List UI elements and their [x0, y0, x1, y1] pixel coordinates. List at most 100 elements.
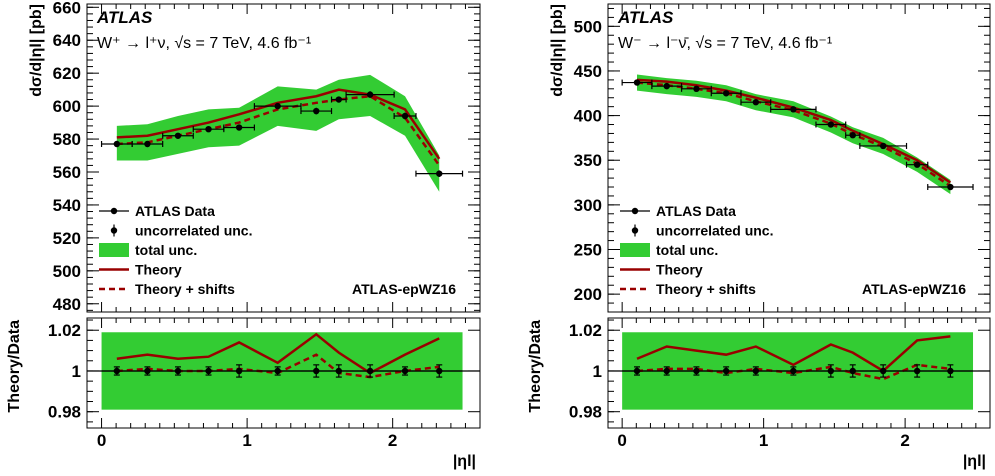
ratio-y-tick-label: 1.02 [48, 321, 81, 340]
ratio-plot-frame [607, 317, 991, 429]
ratio-data-point [366, 367, 374, 375]
theory-line [116, 88, 441, 160]
data-point [790, 106, 797, 113]
data-point [436, 170, 443, 177]
process-label: W⁻ → l⁻ν̄, √s = 7 TeV, 4.6 fb⁻¹ [618, 35, 832, 52]
y-tick-label: 480 [53, 295, 81, 314]
legend-data-label: ATLAS Data [135, 203, 215, 219]
y-axis-title: dσ/d|ηl| [pb] [549, 4, 566, 97]
w-plus-panel: 480 500 520 540 560 580 600 620 640 660 ATLAS W⁺ → … [6, 0, 481, 470]
ratio-data-point [113, 367, 121, 375]
y-tick-label: 300 [574, 196, 602, 215]
total-uncertainty-band [116, 74, 440, 192]
y-tick-label: 450 [574, 62, 602, 81]
x-tick-label: 1 [759, 431, 768, 450]
legend-data-marker [631, 207, 639, 215]
ratio-theory-line [116, 332, 440, 375]
data-point [144, 140, 151, 148]
ratio-data-point [913, 367, 921, 375]
legend-shifts-label: Theory + shifts [135, 281, 235, 297]
data-point [174, 132, 182, 139]
ratio-data-point [947, 367, 954, 375]
data-point [663, 82, 670, 90]
y-tick-label: 540 [53, 196, 81, 215]
ratio-data-point [827, 367, 835, 375]
ratio-y-tick-label: 1 [72, 362, 81, 381]
ratio-data-point [235, 367, 243, 375]
data-point [205, 125, 212, 133]
data-point [827, 121, 835, 128]
ratio-data-point [722, 367, 730, 375]
w-minus-panel: 200 250 300 350 400 450 500 ATLAS W⁻ → l⁻ν̄, √s … [527, 3, 991, 470]
ratio-y-axis-title: Theory/Data [527, 320, 544, 413]
legend-total-swatch [620, 243, 650, 257]
ratio-data-point [274, 367, 281, 375]
y-tick-label: 400 [574, 107, 602, 126]
data-point [722, 90, 730, 97]
data-point [633, 79, 641, 86]
theory-shifts-line [116, 94, 441, 167]
data-point [274, 102, 281, 110]
y-tick-label: 500 [53, 262, 81, 281]
fit-label: ATLAS-epWZ16 [862, 281, 966, 297]
data-point [947, 183, 954, 191]
y-tick-label: 200 [574, 285, 602, 304]
process-label: W⁺ → l⁺ν, √s = 7 TeV, 4.6 fb⁻¹ [97, 35, 311, 52]
data-point [913, 161, 921, 168]
ratio-data-point [436, 367, 443, 375]
legend-uncorr-marker [110, 227, 118, 234]
y-tick-label: 500 [574, 17, 602, 36]
ratio-data-point [335, 367, 343, 375]
legend-theory-label: Theory [656, 262, 703, 278]
ratio-data-point [849, 367, 856, 375]
ratio-shifts-line [636, 363, 951, 381]
ratio-data-point [401, 367, 409, 375]
ratio-data-point [144, 367, 151, 375]
data-point [113, 140, 121, 148]
ratio-data-point [313, 367, 320, 375]
ratio-y-tick-label: 1.02 [569, 321, 602, 340]
x-axis-title: |ηl| [963, 453, 986, 470]
x-tick-label: 2 [900, 431, 909, 450]
data-point [693, 85, 700, 93]
data-point [849, 132, 856, 139]
main-plot-frame [607, 3, 991, 313]
data-point [752, 99, 760, 106]
legend-total-swatch [99, 243, 129, 257]
ratio-theory-line [636, 335, 951, 373]
main-plot-frame [86, 3, 481, 313]
y-tick-label: 350 [574, 151, 602, 170]
legend-data-label: ATLAS Data [656, 203, 736, 219]
y-tick-label: 250 [574, 241, 602, 260]
experiment-label: ATLAS [96, 8, 153, 27]
ratio-data-point [663, 367, 670, 375]
y-tick-label: 660 [53, 0, 81, 17]
data-point [313, 107, 320, 115]
ratio-plot-frame [86, 317, 481, 429]
ratio-data-point [879, 367, 887, 375]
legend-shifts-label: Theory + shifts [656, 281, 756, 297]
x-tick-label: 1 [242, 431, 251, 450]
ratio-data-point [633, 367, 641, 375]
y-axis-title: dσ/d|ηl| [pb] [28, 4, 45, 97]
x-tick-label: 2 [388, 431, 397, 450]
y-tick-label: 580 [53, 130, 81, 149]
legend-uncorr-label: uncorrelated unc. [135, 223, 252, 239]
legend-total-label: total unc. [135, 242, 197, 258]
ratio-data-point [752, 367, 760, 375]
ratio-y-axis-title: Theory/Data [6, 320, 23, 413]
y-tick-label: 600 [53, 97, 81, 116]
y-tick-label: 520 [53, 229, 81, 248]
y-tick-label: 640 [53, 31, 81, 50]
ratio-y-tick-label: 1 [593, 362, 602, 381]
legend-uncorr-label: uncorrelated unc. [656, 223, 773, 239]
y-tick-label: 620 [53, 64, 81, 83]
ratio-data-point [790, 367, 797, 375]
theory-shifts-line [636, 81, 952, 188]
legend-total-label: total unc. [656, 242, 718, 258]
ratio-y-tick-label: 0.98 [569, 403, 602, 422]
fit-label: ATLAS-epWZ16 [352, 281, 456, 297]
x-tick-label: 0 [97, 431, 106, 450]
ratio-data-point [693, 367, 700, 375]
